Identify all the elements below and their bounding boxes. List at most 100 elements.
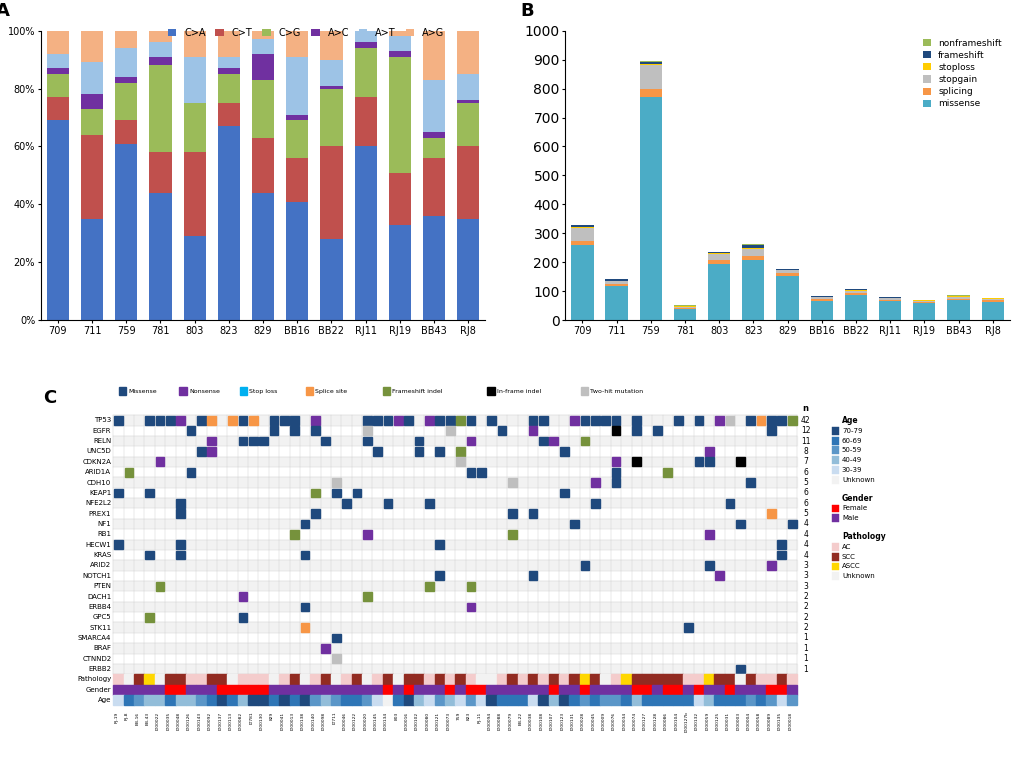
Bar	[310, 695, 320, 705]
Text: 759: 759	[457, 712, 460, 720]
Bar	[237, 695, 248, 705]
Bar	[507, 530, 517, 539]
Bar	[912, 302, 934, 303]
Bar	[725, 499, 734, 507]
Bar	[506, 695, 517, 705]
Bar	[605, 285, 627, 320]
Bar	[496, 695, 506, 705]
Bar	[113, 643, 797, 654]
Bar	[279, 684, 289, 695]
Text: 12: 12	[800, 427, 809, 435]
Text: LT00092: LT00092	[208, 712, 212, 729]
Bar	[580, 561, 589, 570]
Bar	[382, 674, 392, 684]
Bar	[605, 282, 627, 285]
Text: SMARCA4: SMARCA4	[77, 635, 111, 641]
Bar	[404, 416, 413, 425]
Bar	[217, 56, 239, 68]
Bar	[878, 300, 901, 301]
Text: 40-49: 40-49	[841, 457, 861, 463]
Bar	[269, 674, 279, 684]
Bar	[372, 695, 382, 705]
Text: ARID2: ARID2	[90, 562, 111, 568]
Text: KRAS: KRAS	[93, 552, 111, 558]
Bar	[227, 684, 237, 695]
Bar	[755, 695, 765, 705]
Bar	[662, 468, 672, 477]
Bar	[507, 478, 517, 487]
Bar	[217, 74, 239, 103]
Bar	[830, 436, 839, 445]
Text: LT00080: LT00080	[425, 712, 429, 729]
Text: 1: 1	[803, 665, 807, 674]
Bar	[632, 427, 640, 435]
Bar	[639, 62, 661, 64]
Bar	[947, 297, 969, 299]
Text: LT00122: LT00122	[353, 712, 357, 729]
Text: ERBB2: ERBB2	[89, 666, 111, 672]
Bar	[713, 684, 725, 695]
Bar	[457, 31, 479, 74]
Bar	[113, 602, 797, 612]
Text: LT781: LT781	[249, 712, 253, 724]
Bar	[320, 146, 342, 240]
Bar	[742, 249, 763, 256]
Bar	[844, 294, 866, 295]
Text: Frameshift indel: Frameshift indel	[392, 389, 442, 394]
Text: LT00107: LT00107	[549, 712, 553, 729]
Bar	[207, 436, 216, 446]
Bar	[947, 295, 969, 296]
Bar	[611, 427, 620, 435]
Bar	[115, 143, 138, 320]
Bar	[457, 103, 479, 146]
Bar	[746, 478, 754, 487]
Bar	[176, 551, 184, 559]
Bar	[810, 299, 833, 301]
Bar	[373, 416, 381, 425]
Bar	[311, 488, 320, 497]
Bar	[279, 695, 289, 705]
Bar	[289, 684, 300, 695]
Bar	[47, 74, 69, 97]
Text: LT00041: LT00041	[280, 712, 284, 729]
Text: LT00076: LT00076	[611, 712, 615, 729]
Bar	[259, 436, 268, 446]
Bar	[301, 623, 309, 632]
Bar	[113, 664, 797, 674]
Bar	[639, 66, 661, 89]
Bar	[217, 31, 239, 56]
Bar	[47, 53, 69, 68]
Bar	[466, 674, 476, 684]
Text: 8: 8	[803, 447, 807, 456]
Bar	[113, 478, 797, 488]
Text: LT00108: LT00108	[539, 712, 543, 729]
Bar	[742, 245, 763, 248]
Bar	[810, 301, 833, 320]
Text: LT00045: LT00045	[591, 712, 595, 730]
Bar	[674, 309, 695, 320]
Bar	[320, 60, 342, 85]
Text: Splice site: Splice site	[315, 389, 347, 394]
Bar	[590, 674, 600, 684]
Text: LT00102: LT00102	[415, 712, 419, 729]
Bar	[113, 426, 797, 436]
Bar	[787, 695, 797, 705]
Bar	[217, 695, 227, 705]
Bar	[382, 695, 392, 705]
Bar	[912, 303, 934, 320]
Text: LT00079: LT00079	[507, 712, 512, 729]
Text: STK11: STK11	[89, 625, 111, 631]
Bar	[444, 684, 454, 695]
Bar	[621, 695, 631, 705]
Text: NOTCH1: NOTCH1	[83, 573, 111, 579]
Bar	[714, 571, 723, 580]
Bar	[673, 674, 683, 684]
Bar	[207, 674, 217, 684]
Text: RB1: RB1	[97, 531, 111, 537]
Bar	[113, 571, 797, 581]
Bar	[641, 684, 651, 695]
Bar	[746, 416, 754, 425]
Bar	[414, 674, 424, 684]
Text: 823: 823	[467, 712, 471, 720]
Bar	[363, 436, 371, 446]
